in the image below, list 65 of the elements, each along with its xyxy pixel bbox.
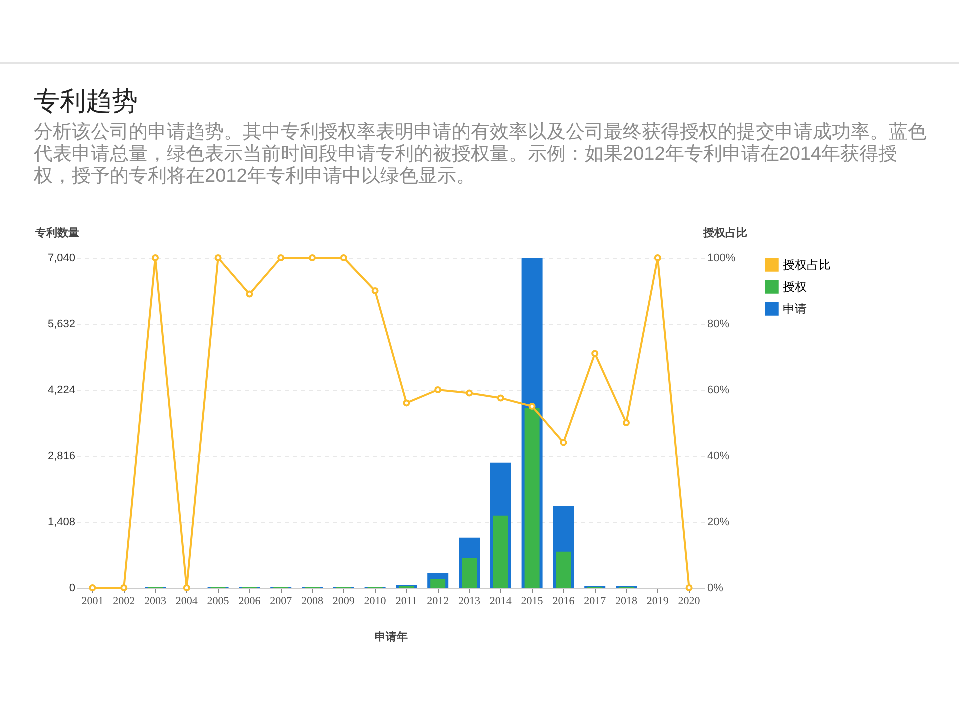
x-tick-label: 2013 bbox=[458, 596, 481, 608]
x-tick-label: 2016 bbox=[552, 596, 576, 608]
x-tick-label: 2014 bbox=[490, 596, 512, 608]
x-tick-label: 2017 bbox=[584, 596, 607, 608]
x-tick-label: 2003 bbox=[144, 596, 167, 608]
x-tick-label: 2018 bbox=[616, 596, 638, 608]
x-tick-label: 2002 bbox=[113, 596, 136, 608]
y-tick-label: 7,040 bbox=[48, 252, 76, 264]
point bbox=[560, 439, 568, 446]
point bbox=[340, 254, 348, 262]
x-tick-label: 2001 bbox=[82, 596, 104, 608]
point bbox=[152, 254, 159, 262]
y-tick-label: 5,632 bbox=[48, 318, 76, 330]
x-tick-label: 2007 bbox=[270, 596, 293, 608]
point bbox=[309, 254, 316, 262]
bar bbox=[556, 552, 572, 588]
y-tick-label: 4,224 bbox=[48, 384, 76, 396]
point bbox=[183, 584, 190, 592]
x-tick-label: 2020 bbox=[678, 596, 701, 608]
chart-subtitle: 分析该公司的申请趋势。其中专利授权率表明申请的有效率以及公司最终获得授权的提交申请成功率。蓝色代表申请总量，绿色表示当前时间段申请专利的被授权量。示例：如果2012年专利申请在2014年获得授权，授予的专利将在2012年专利申请中以绿色显示。 bbox=[34, 122, 928, 188]
y2-tick-label: 20% bbox=[708, 516, 730, 528]
point bbox=[592, 350, 599, 358]
point bbox=[434, 386, 442, 394]
legend-label: 授权占比 bbox=[783, 258, 831, 272]
x-tick-label: 2005 bbox=[207, 596, 230, 608]
y-axis-title: 专利数量 bbox=[34, 226, 80, 240]
point bbox=[372, 288, 379, 294]
legend-label: 申请 bbox=[783, 302, 807, 316]
y-tick-label: 2,816 bbox=[48, 450, 76, 462]
y2-tick-label: 100% bbox=[708, 252, 736, 264]
point bbox=[466, 390, 473, 397]
x-tick-label: 2006 bbox=[238, 596, 262, 608]
bar bbox=[462, 558, 477, 588]
y2-tick-label: 60% bbox=[708, 384, 730, 396]
y2-tick-label: 0% bbox=[708, 582, 724, 594]
point bbox=[403, 400, 410, 407]
x-tick-label: 2004 bbox=[176, 596, 198, 608]
point bbox=[246, 290, 254, 298]
y-tick-label: 0 bbox=[69, 582, 76, 594]
y2-tick-label: 40% bbox=[708, 450, 730, 462]
x-tick-label: 2010 bbox=[364, 596, 387, 608]
point bbox=[89, 584, 96, 592]
chart-title: 专利趋势 bbox=[34, 85, 138, 118]
point bbox=[214, 254, 222, 262]
point bbox=[497, 394, 504, 402]
x-tick-label: 2012 bbox=[427, 596, 450, 608]
x-tick-label: 2008 bbox=[302, 596, 324, 608]
x-tick-label: 2019 bbox=[646, 596, 670, 608]
point bbox=[120, 584, 128, 592]
legend-label: 授权 bbox=[783, 280, 807, 294]
x-tick-label: 2015 bbox=[521, 596, 544, 608]
bar bbox=[493, 516, 508, 588]
point bbox=[528, 403, 536, 410]
point bbox=[278, 254, 285, 262]
y2-axis-title: 授权占比 bbox=[702, 226, 748, 240]
bar bbox=[524, 408, 540, 588]
x-tick-label: 2011 bbox=[396, 596, 418, 608]
y2-tick-label: 80% bbox=[708, 318, 730, 330]
point bbox=[623, 420, 630, 426]
x-tick-label: 2009 bbox=[332, 596, 356, 608]
x-axis-title: 申请年 bbox=[375, 630, 408, 644]
point bbox=[686, 584, 693, 592]
bar bbox=[430, 579, 446, 588]
point bbox=[654, 254, 662, 262]
y-tick-label: 1,408 bbox=[48, 516, 76, 528]
